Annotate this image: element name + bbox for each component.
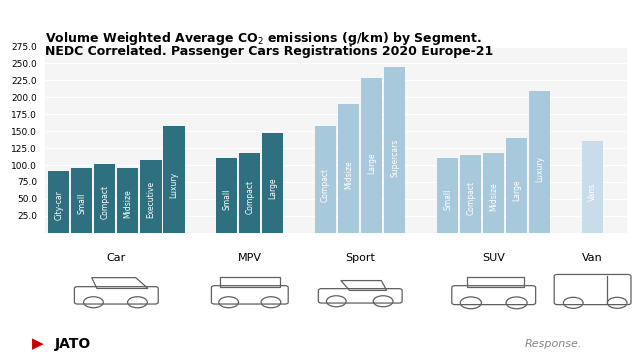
Text: Midsize: Midsize — [489, 183, 498, 212]
Bar — [262, 133, 284, 233]
Bar — [71, 168, 92, 233]
Text: Large: Large — [512, 179, 522, 201]
Text: City-car: City-car — [54, 190, 63, 220]
Bar — [216, 158, 237, 233]
Text: Volume Weighted Average CO$_2$ emissions (g/km) by Segment.: Volume Weighted Average CO$_2$ emissions… — [45, 30, 482, 47]
Text: NEDC Correlated. Passenger Cars Registrations 2020 Europe-21: NEDC Correlated. Passenger Cars Registra… — [45, 45, 493, 58]
Text: Large: Large — [367, 152, 376, 174]
Bar — [338, 104, 359, 233]
Text: Supercars: Supercars — [390, 139, 399, 177]
Bar — [361, 78, 382, 233]
Bar — [239, 154, 260, 233]
Bar — [506, 138, 527, 233]
Text: Vans: Vans — [588, 183, 597, 201]
Text: Small: Small — [222, 188, 231, 209]
Text: Car: Car — [107, 253, 126, 263]
Bar — [483, 154, 504, 233]
Text: Compact: Compact — [100, 185, 109, 219]
Text: Response.: Response. — [525, 339, 582, 349]
Bar — [529, 91, 550, 233]
Bar — [460, 155, 481, 233]
Bar — [94, 164, 115, 233]
Text: Luxury: Luxury — [170, 172, 179, 198]
Text: Midsize: Midsize — [124, 189, 132, 218]
Text: ▶: ▶ — [32, 336, 44, 351]
Bar — [140, 160, 161, 233]
Text: Van: Van — [582, 253, 603, 263]
Text: Sport: Sport — [346, 253, 375, 263]
Text: Executive: Executive — [147, 181, 156, 218]
Text: Small: Small — [443, 189, 452, 210]
Bar — [163, 126, 184, 233]
Bar — [315, 126, 336, 233]
Text: JATO: JATO — [54, 337, 91, 351]
Bar — [117, 168, 138, 233]
Text: Compact: Compact — [466, 180, 475, 215]
Text: Large: Large — [268, 177, 277, 199]
Text: Compact: Compact — [321, 168, 330, 202]
Bar — [48, 171, 69, 233]
Text: MPV: MPV — [238, 253, 262, 263]
Bar — [437, 158, 458, 233]
Bar — [384, 67, 406, 233]
Text: Midsize: Midsize — [344, 160, 353, 189]
Text: SUV: SUV — [483, 253, 505, 263]
Bar — [582, 141, 604, 233]
Text: Luxury: Luxury — [535, 156, 545, 182]
Text: Compact: Compact — [245, 180, 254, 214]
Text: Small: Small — [77, 193, 86, 214]
